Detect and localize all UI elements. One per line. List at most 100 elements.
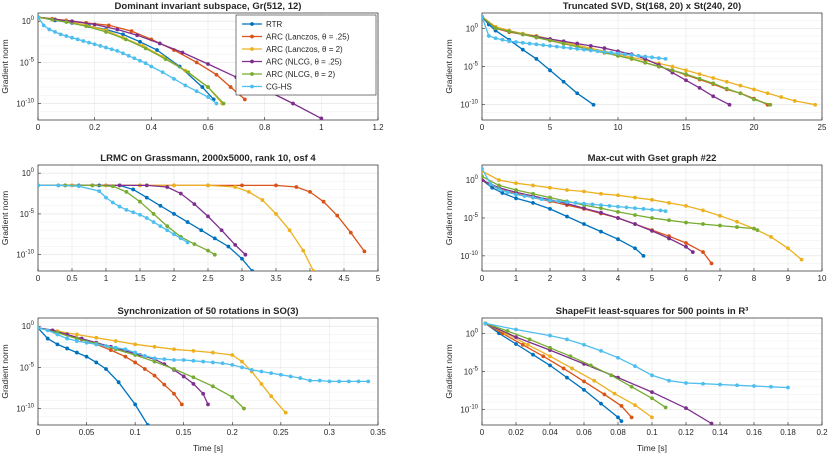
y-tick-label: 100 (22, 168, 35, 178)
x-tick-label: 0.16 (746, 428, 762, 437)
data-point (500, 37, 505, 42)
data-point (786, 246, 790, 251)
legend-label: ARC (Lanczos, θ = .25) (266, 33, 350, 42)
x-tick-label: 0 (480, 428, 485, 437)
data-point (108, 348, 113, 352)
data-point (650, 197, 654, 202)
data-point (151, 212, 156, 216)
x-tick-label: 0.6 (202, 123, 214, 132)
chart-title: ShapeFit least-squares for 500 points in… (556, 306, 749, 317)
data-point (548, 43, 552, 48)
data-point (259, 381, 264, 386)
data-point (230, 353, 235, 357)
data-point (210, 360, 215, 365)
series-RTR (483, 321, 624, 424)
data-point (104, 30, 108, 34)
data-point (575, 47, 580, 51)
data-point (133, 342, 138, 347)
series-ARC_L2 (38, 183, 316, 271)
x-tick-label: 0.14 (712, 428, 728, 437)
y-tick-label: 10-10 (460, 405, 478, 415)
y-axis-label: Gradient norm (0, 344, 10, 398)
data-point (663, 56, 668, 61)
data-point (482, 174, 484, 179)
data-point (278, 372, 283, 377)
series-ARC_N2 (482, 174, 760, 233)
x-tick-label: 1.5 (134, 274, 146, 283)
data-point (616, 216, 620, 220)
x-tick-label: 0 (36, 123, 41, 132)
data-point (192, 242, 197, 246)
data-point (165, 224, 170, 229)
x-tick-label: 9 (786, 274, 791, 283)
data-point (520, 40, 525, 45)
data-point (616, 415, 620, 420)
data-point (308, 190, 312, 194)
panel-5: 0 0.05 0.1 0.15 0.2 0.25 0.3 0.35 100 10-5 10-10 Sy… (0, 306, 386, 437)
data-point (582, 47, 586, 52)
data-point (514, 342, 518, 346)
data-point (162, 357, 167, 362)
data-point (98, 44, 103, 48)
x-tick-label: 0.2 (816, 428, 828, 437)
series-line (482, 179, 694, 253)
data-point (183, 83, 188, 88)
data-point (250, 269, 255, 271)
data-point (752, 384, 756, 388)
data-point (221, 101, 226, 106)
data-point (240, 359, 244, 364)
data-point (84, 354, 89, 359)
data-point (541, 354, 546, 359)
data-point (172, 183, 176, 188)
data-point (650, 415, 654, 420)
data-point (565, 375, 569, 380)
x-tick-label: 4 (308, 274, 313, 283)
series-ARC_L2 (483, 321, 654, 420)
data-point (259, 369, 264, 374)
series-CGHS (38, 325, 371, 384)
data-point (70, 19, 74, 24)
data-point (786, 385, 790, 390)
data-point (590, 202, 595, 207)
x-axis-label: Time [s] (193, 443, 223, 453)
data-point (242, 406, 246, 411)
data-point (711, 81, 716, 86)
x-tick-label: 0.02 (508, 428, 524, 437)
data-point (123, 347, 128, 352)
x-tick-label: 8 (752, 274, 757, 283)
data-point (727, 102, 732, 107)
data-point (779, 95, 784, 99)
data-point (616, 51, 620, 56)
data-point (561, 41, 566, 46)
data-point (185, 220, 190, 224)
legend-box (235, 14, 377, 96)
x-tick-label: 0.25 (273, 428, 289, 437)
data-point (507, 29, 512, 34)
data-point (718, 382, 722, 387)
data-point (92, 42, 97, 47)
data-point (92, 22, 97, 27)
data-point (163, 57, 168, 61)
data-point (84, 24, 89, 29)
data-point (104, 344, 108, 348)
data-point (612, 391, 617, 396)
data-point (152, 359, 157, 364)
data-point (87, 40, 91, 45)
series-line (38, 327, 183, 405)
data-point (650, 207, 654, 212)
data-point (55, 342, 60, 347)
data-point (554, 44, 559, 49)
x-tick-label: 0.8 (259, 123, 271, 132)
data-point (507, 39, 512, 44)
data-point (602, 46, 607, 51)
data-point (582, 222, 586, 226)
data-point (650, 216, 654, 220)
y-tick-label: 10-10 (16, 99, 34, 109)
legend: RTR ARC (Lanczos, θ = .25) ARC (Lanczos, θ… (235, 14, 377, 96)
data-point (650, 55, 654, 60)
legend-entry: ARC (NLCG, θ = 2) (242, 70, 335, 79)
data-point (214, 101, 219, 106)
data-point (233, 243, 238, 247)
y-tick-label: 10-5 (464, 367, 479, 377)
